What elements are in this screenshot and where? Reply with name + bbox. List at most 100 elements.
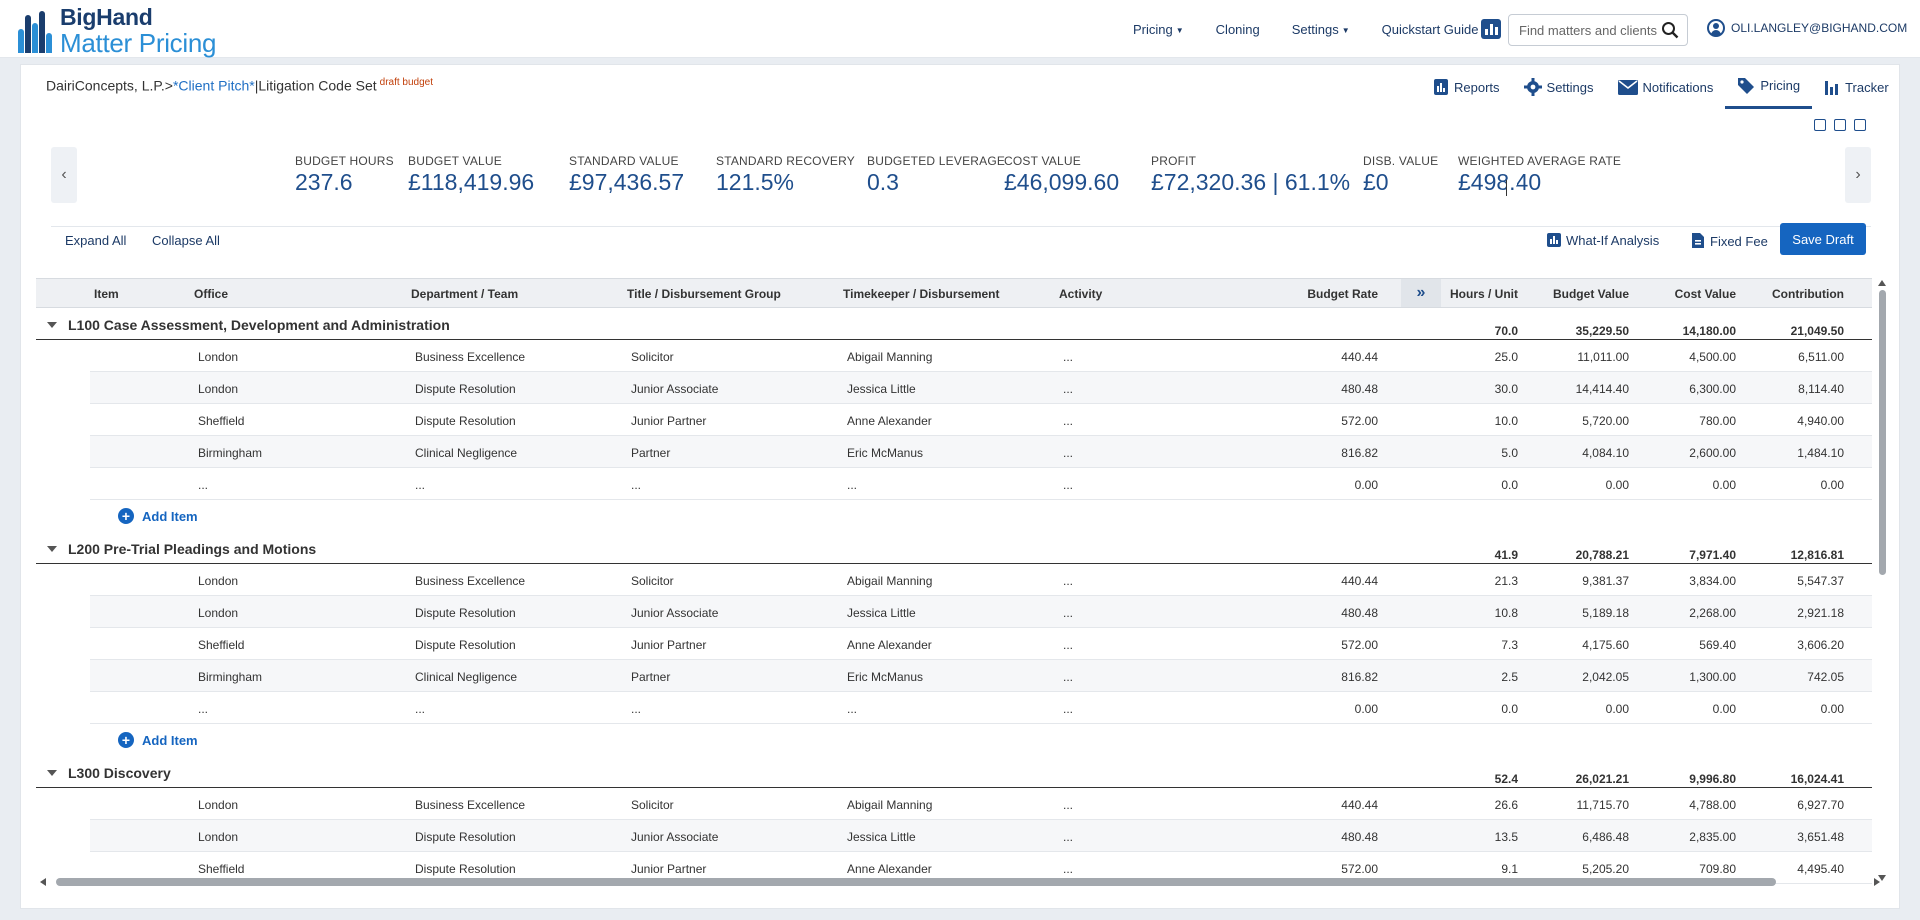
add-circle-icon[interactable]: +: [118, 508, 134, 524]
cell-activity[interactable]: ...: [1063, 830, 1074, 844]
nav-pricing[interactable]: Pricing ▼: [1133, 21, 1184, 37]
breadcrumb-client[interactable]: DairiConcepts, L.P.>: [46, 77, 173, 94]
scroll-up-icon[interactable]: [1878, 280, 1886, 286]
col-contribution[interactable]: Contribution: [1772, 287, 1844, 301]
cell-activity[interactable]: ...: [1063, 350, 1074, 364]
cell-budget-value: 11,715.70: [1576, 798, 1630, 812]
add-item-row[interactable]: + Add Item: [36, 500, 1872, 532]
table-row[interactable]: London Dispute Resolution Junior Associate…: [36, 820, 1872, 852]
cell-activity[interactable]: ...: [1063, 862, 1074, 876]
cell-activity[interactable]: ...: [1063, 382, 1074, 396]
cell-activity[interactable]: ...: [1063, 798, 1074, 812]
cell-contribution: 6,511.00: [1798, 350, 1844, 364]
collapse-all-link[interactable]: Collapse All: [152, 233, 220, 248]
cell-cost-value: 4,788.00: [1689, 798, 1736, 812]
table-row[interactable]: Birmingham Clinical Negligence Partner Eric…: [36, 436, 1872, 468]
scroll-right-icon[interactable]: [1874, 878, 1880, 886]
breadcrumb-pitch[interactable]: *Client Pitch*: [172, 77, 255, 94]
cell-activity[interactable]: ...: [1063, 606, 1074, 620]
col-cost-value[interactable]: Cost Value: [1674, 287, 1736, 301]
tab-reports[interactable]: Reports: [1421, 65, 1512, 109]
tab-notifications[interactable]: Notifications: [1606, 65, 1726, 109]
expand-columns-icon[interactable]: »: [1401, 279, 1441, 307]
analytics-chart-icon[interactable]: [1481, 19, 1501, 39]
cell-cost-value: 0.00: [1712, 702, 1736, 716]
table-row[interactable]: Birmingham Clinical Negligence Partner Eric…: [36, 660, 1872, 692]
chart-export-icon[interactable]: [1854, 119, 1866, 131]
cell-cost-value: 4,500.00: [1689, 350, 1736, 364]
col-hours-unit[interactable]: Hours / Unit: [1450, 287, 1518, 301]
cell-activity[interactable]: ...: [1063, 414, 1074, 428]
search-input[interactable]: [1509, 15, 1657, 45]
cell-activity[interactable]: ...: [1063, 670, 1074, 684]
tab-pricing[interactable]: Pricing: [1725, 65, 1813, 109]
cell-department: Business Excellence: [415, 574, 526, 588]
table-row[interactable]: ............... 0.00 0.0 0.00 0.00 0.00: [36, 692, 1872, 724]
collapse-triangle-icon[interactable]: [47, 322, 57, 328]
search-icon[interactable]: [1661, 21, 1679, 39]
bighand-logo[interactable]: BigHand Matter Pricing: [18, 6, 216, 56]
col-department[interactable]: Department / Team: [411, 287, 519, 301]
table-row[interactable]: Sheffield Dispute Resolution Junior Partne…: [36, 628, 1872, 660]
col-budget-rate[interactable]: Budget Rate: [1307, 287, 1378, 301]
group-row[interactable]: L100 Case Assessment, Development and Ad…: [36, 308, 1872, 340]
what-if-analysis-button[interactable]: What-If Analysis: [1547, 233, 1659, 248]
table-row[interactable]: London Business Excellence Solicitor Abigai…: [36, 340, 1872, 372]
nav-cloning[interactable]: Cloning: [1215, 21, 1260, 37]
cell-activity[interactable]: ...: [1063, 478, 1074, 492]
nav-quickstart-guide[interactable]: Quickstart Guide: [1381, 21, 1479, 37]
group-total-cost-value: 9,996.80: [1689, 772, 1736, 786]
group-row[interactable]: L200 Pre-Trial Pleadings and Motions 41.9…: [36, 532, 1872, 564]
col-item[interactable]: Item: [94, 287, 119, 301]
add-item-link[interactable]: Add Item: [142, 733, 198, 748]
table-row[interactable]: London Business Excellence Solicitor Abigai…: [36, 564, 1872, 596]
cell-contribution: 8,114.40: [1798, 382, 1844, 396]
expand-all-link[interactable]: Expand All: [65, 233, 127, 248]
tab-settings[interactable]: Settings: [1512, 65, 1606, 109]
table-row[interactable]: Sheffield Dispute Resolution Junior Partne…: [36, 852, 1872, 884]
add-item-row[interactable]: + Add Item: [36, 724, 1872, 756]
add-circle-icon[interactable]: +: [118, 732, 134, 748]
cell-title: Partner: [631, 446, 671, 460]
col-budget-value[interactable]: Budget Value: [1552, 287, 1629, 301]
kpi-next-arrow-icon[interactable]: ›: [1845, 147, 1871, 203]
cell-activity[interactable]: ...: [1063, 702, 1074, 716]
cell-office: Sheffield: [198, 414, 245, 428]
cell-timekeeper: Eric McManus: [847, 670, 924, 684]
table-row[interactable]: ............... 0.00 0.0 0.00 0.00 0.00: [36, 468, 1872, 500]
cell-department: Dispute Resolution: [415, 830, 516, 844]
nav-settings[interactable]: Settings ▼: [1291, 21, 1350, 37]
table-row[interactable]: London Business Excellence Solicitor Abigai…: [36, 788, 1872, 820]
cell-office: Birmingham: [198, 446, 263, 460]
cell-hours: 25.0: [1494, 350, 1518, 364]
cell-activity[interactable]: ...: [1063, 574, 1074, 588]
group-row[interactable]: L300 Discovery 52.4 26,021.21 9,996.80 16,02…: [36, 756, 1872, 788]
user-menu[interactable]: OLI.LANGLEY@BIGHAND.COM: [1707, 19, 1907, 37]
print-icon[interactable]: [1814, 119, 1826, 131]
table-row[interactable]: Sheffield Dispute Resolution Junior Partne…: [36, 404, 1872, 436]
scroll-left-icon[interactable]: [40, 878, 46, 886]
bar-chart-icon: [1825, 81, 1839, 95]
excel-export-icon[interactable]: [1834, 119, 1846, 131]
cell-timekeeper: Anne Alexander: [847, 862, 932, 876]
kpi-prev-arrow-icon[interactable]: ‹: [51, 147, 77, 203]
cell-activity[interactable]: ...: [1063, 638, 1074, 652]
collapse-triangle-icon[interactable]: [47, 770, 57, 776]
collapse-triangle-icon[interactable]: [47, 546, 57, 552]
col-office[interactable]: Office: [194, 287, 229, 301]
horizontal-scrollbar[interactable]: [36, 875, 1880, 889]
save-draft-button[interactable]: Save Draft: [1780, 223, 1866, 255]
table-row[interactable]: London Dispute Resolution Junior Associate…: [36, 596, 1872, 628]
scroll-down-icon[interactable]: [1878, 875, 1886, 881]
vertical-scrollbar[interactable]: [1876, 278, 1888, 881]
tab-tracker[interactable]: Tracker: [1812, 65, 1899, 109]
page-tabs: Reports Settings Notifications Pricing T…: [1421, 65, 1899, 109]
col-timekeeper[interactable]: Timekeeper / Disbursement: [843, 287, 1000, 301]
cell-department: Dispute Resolution: [415, 638, 516, 652]
col-activity[interactable]: Activity: [1059, 287, 1103, 301]
col-title[interactable]: Title / Disbursement Group: [627, 287, 781, 301]
add-item-link[interactable]: Add Item: [142, 509, 198, 524]
fixed-fee-button[interactable]: Fixed Fee: [1692, 233, 1768, 249]
cell-activity[interactable]: ...: [1063, 446, 1074, 460]
table-row[interactable]: London Dispute Resolution Junior Associate…: [36, 372, 1872, 404]
